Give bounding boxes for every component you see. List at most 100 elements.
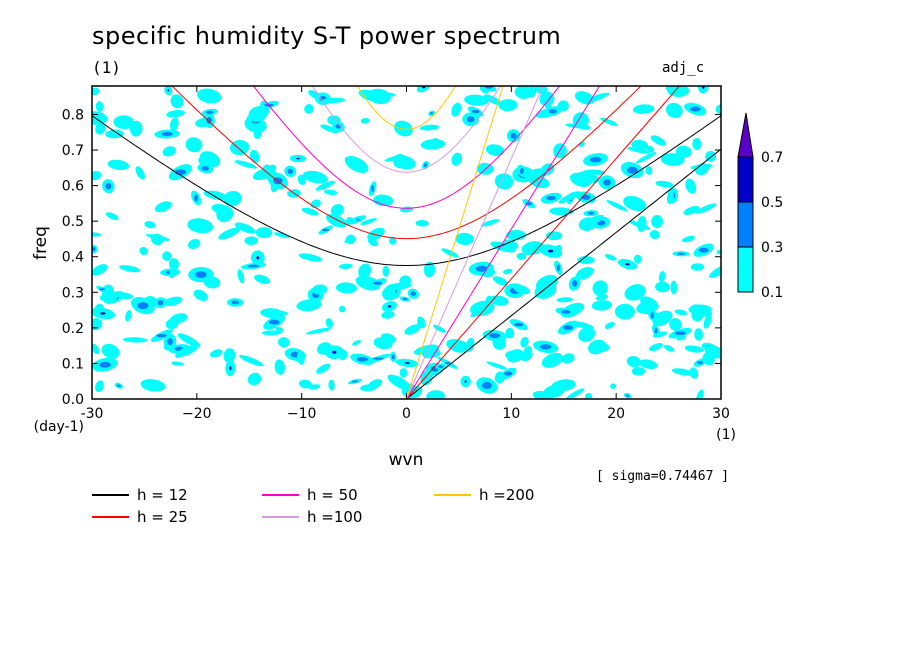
heat-cell — [247, 372, 262, 386]
heat-cell — [510, 132, 517, 139]
heat-cell — [171, 361, 184, 366]
heat-cell — [565, 388, 585, 399]
heat-cell — [670, 280, 678, 295]
colorbar-segment — [737, 156, 754, 203]
heat-cell — [268, 319, 280, 325]
heat-cell — [278, 337, 290, 348]
heat-cell — [157, 300, 164, 306]
heat-cell — [593, 342, 610, 352]
heat-cell — [188, 239, 201, 250]
gravity-curve-h50 — [252, 86, 561, 209]
heat-cell — [356, 218, 360, 221]
chart-title: specific humidity S-T power spectrum — [92, 22, 562, 50]
heat-cell — [561, 310, 571, 314]
heat-cell — [512, 284, 530, 295]
heat-cell — [336, 282, 357, 294]
heat-cell — [367, 88, 391, 105]
heat-cell — [92, 232, 102, 237]
heat-cell — [650, 312, 654, 319]
heat-cell — [633, 254, 642, 264]
gravity-curve-h12 — [92, 115, 721, 266]
heat-cell — [247, 264, 260, 268]
heat-cell — [320, 124, 339, 134]
heat-cell — [475, 265, 488, 272]
heat-cell — [135, 166, 145, 180]
heat-cell — [646, 145, 655, 153]
heat-cell — [650, 135, 667, 146]
heat-cell — [695, 203, 717, 214]
heat-cell — [101, 343, 120, 359]
heat-cell — [698, 247, 709, 253]
heat-cell — [92, 247, 96, 251]
heat-cell — [455, 232, 474, 246]
heat-cell — [296, 351, 305, 365]
heat-cell — [595, 294, 609, 301]
heat-cell — [574, 171, 593, 187]
heat-cell — [441, 248, 459, 258]
heat-cell — [505, 350, 515, 358]
heat-cell — [498, 99, 518, 112]
heat-cell — [520, 336, 529, 348]
heat-cell — [549, 207, 574, 216]
y-tick-label: 0.8 — [62, 107, 84, 123]
heat-cell — [697, 361, 703, 365]
heat-cell — [655, 281, 670, 293]
x-tick-label: 20 — [607, 406, 625, 422]
heat-cell — [404, 324, 422, 335]
heat-cell — [419, 124, 440, 131]
heat-cell — [393, 155, 416, 170]
heat-cell — [505, 327, 515, 339]
colorbar: 0.1 0.3 0.5 0.7 — [737, 112, 783, 301]
heat-cell — [683, 205, 700, 216]
heat-cell — [305, 327, 332, 335]
heat-cell — [485, 144, 505, 156]
heat-cell — [324, 189, 338, 196]
heat-cell — [116, 384, 121, 387]
heat-cell — [632, 104, 655, 114]
heat-cell — [521, 241, 544, 256]
heat-cell — [193, 289, 208, 301]
heat-cell — [92, 264, 108, 276]
x-tick-label: 10 — [502, 406, 520, 422]
heat-cell — [660, 153, 685, 166]
heat-cell — [229, 139, 250, 156]
gravity-curve-h200 — [356, 86, 457, 130]
heat-cell — [252, 167, 276, 181]
heat-cell — [154, 201, 172, 213]
heat-cell — [485, 295, 493, 309]
heat-cell — [187, 218, 214, 234]
heat-cell — [296, 299, 322, 312]
heat-cell — [387, 374, 411, 390]
heat-cell — [162, 251, 172, 261]
heat-cell — [169, 117, 179, 131]
run-tag: adj_c — [662, 60, 705, 76]
heat-cell — [572, 280, 578, 287]
heat-cell — [464, 94, 489, 106]
heat-cell — [328, 379, 335, 391]
heat-cell — [402, 298, 408, 301]
x-tick-label: 0 — [402, 406, 411, 422]
heat-cell — [298, 253, 323, 262]
heat-cell — [626, 356, 641, 368]
y-axis-label: freq — [31, 226, 51, 260]
heat-cell — [351, 380, 359, 383]
heat-cell — [541, 352, 563, 368]
heat-cell — [360, 384, 377, 392]
heat-cell — [572, 112, 589, 129]
heat-cell — [489, 333, 501, 339]
heat-cell — [422, 86, 426, 89]
heat-cell — [626, 166, 638, 174]
heat-cell — [610, 383, 617, 390]
legend-label: h = 12 — [137, 486, 188, 504]
heat-cell — [261, 330, 282, 336]
x-tick-label: −10 — [287, 406, 317, 422]
heat-cell — [231, 300, 239, 305]
heat-cell — [197, 88, 222, 104]
heat-cell — [502, 268, 513, 275]
heat-cell — [600, 117, 618, 127]
heat-cell — [504, 371, 513, 376]
heat-cell — [223, 348, 236, 363]
heat-cell — [663, 344, 675, 352]
heat-cell — [451, 152, 463, 166]
